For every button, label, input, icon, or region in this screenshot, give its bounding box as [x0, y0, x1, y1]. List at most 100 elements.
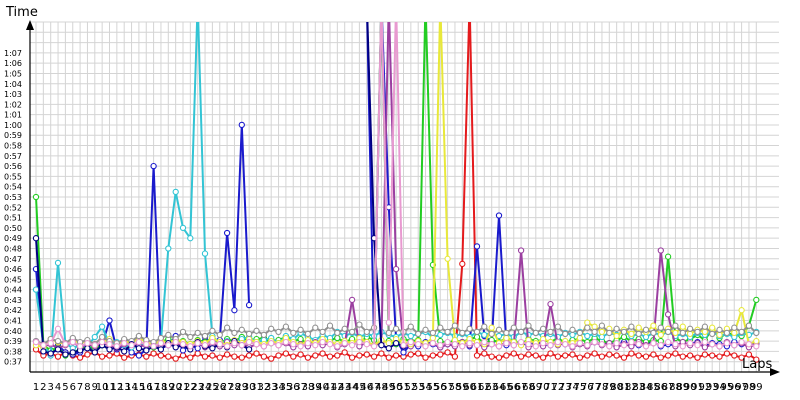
- data-point: [466, 340, 473, 347]
- x-tick-label: 14: [125, 382, 138, 393]
- data-point: [245, 352, 253, 359]
- data-point: [407, 351, 414, 358]
- data-point: [716, 343, 723, 350]
- data-point: [231, 340, 238, 347]
- y-tick-label: 1:00: [4, 121, 22, 130]
- data-point: [304, 340, 312, 347]
- x-tick-label: 89: [676, 382, 689, 393]
- data-point: [745, 341, 753, 348]
- data-point: [135, 352, 143, 359]
- x-tick-label: 38: [302, 382, 315, 393]
- axes: Time Laps: [5, 5, 780, 376]
- data-point: [54, 346, 62, 353]
- data-point: [143, 353, 150, 360]
- x-tick-label: 7: [77, 382, 83, 393]
- data-point: [701, 328, 709, 336]
- data-point: [260, 331, 268, 339]
- y-tick-label: 0:59: [4, 131, 22, 140]
- data-point: [392, 340, 400, 347]
- data-point: [539, 354, 547, 361]
- data-point: [569, 343, 576, 350]
- data-point: [32, 338, 40, 346]
- data-point: [686, 340, 694, 347]
- data-point: [562, 341, 569, 348]
- data-point: [260, 343, 268, 350]
- x-tick-label: 17: [147, 382, 160, 393]
- data-point: [451, 353, 459, 360]
- x-tick-label: 3: [48, 382, 54, 393]
- data-point: [591, 350, 598, 357]
- data-point: [209, 338, 216, 346]
- x-tick-label: 91: [691, 382, 704, 393]
- y-axis-title: Time: [5, 5, 38, 20]
- x-tick-label: 32: [257, 382, 270, 393]
- data-point: [525, 322, 532, 329]
- x-tick-label: 69: [529, 382, 542, 393]
- data-point: [437, 351, 444, 358]
- data-point: [584, 342, 591, 349]
- x-tick-label: 64: [493, 382, 506, 393]
- y-tick-label: 0:38: [4, 347, 22, 356]
- data-point: [334, 352, 341, 359]
- data-point: [657, 247, 664, 254]
- data-point: [84, 340, 91, 347]
- y-tick-label: 1:02: [4, 100, 22, 109]
- data-point: [635, 352, 642, 359]
- data-point: [709, 324, 716, 331]
- data-point: [635, 330, 642, 338]
- data-point: [341, 349, 348, 356]
- x-tick-label: 46: [360, 382, 373, 393]
- data-point: [613, 352, 620, 359]
- x-tick-label: 75: [574, 382, 587, 393]
- data-point: [429, 329, 437, 337]
- x-tick-label: 12: [110, 382, 123, 393]
- x-tick-label: 23: [191, 382, 204, 393]
- x-tick-label: 93: [706, 382, 719, 393]
- data-point: [356, 352, 363, 359]
- data-point: [150, 350, 157, 357]
- x-tick-label: 92: [698, 382, 711, 393]
- data-point: [253, 350, 260, 357]
- y-tick-label: 0:50: [4, 224, 22, 233]
- data-point: [209, 345, 216, 352]
- data-point: [437, 324, 444, 331]
- x-tick-label: 58: [449, 382, 462, 393]
- y-tick-label: 0:58: [4, 142, 22, 151]
- data-point: [84, 345, 91, 352]
- y-tick-label: 0:45: [4, 275, 22, 284]
- x-tick-label: 2: [40, 382, 46, 393]
- data-point: [312, 324, 319, 331]
- data-point: [517, 328, 525, 336]
- data-point: [576, 340, 584, 347]
- x-tick-labels: 1 2 3 4 5 6 7 8 91011121314151617181920212223242…: [33, 382, 763, 393]
- x-tick-label: 85: [647, 382, 660, 393]
- data-point: [613, 340, 620, 347]
- data-point: [738, 338, 745, 346]
- data-point: [245, 330, 253, 338]
- data-point: [517, 247, 525, 254]
- data-point: [598, 333, 606, 341]
- x-tick-label: 78: [596, 382, 609, 393]
- data-point: [415, 341, 422, 348]
- x-tick-label: 84: [640, 382, 653, 393]
- data-point: [701, 323, 709, 330]
- data-point: [569, 326, 576, 333]
- data-point: [238, 121, 245, 129]
- data-point: [238, 354, 245, 361]
- data-point: [54, 325, 62, 332]
- data-point: [547, 350, 554, 357]
- data-point: [694, 328, 701, 336]
- data-point: [245, 301, 253, 309]
- data-point: [98, 333, 106, 341]
- data-point: [157, 340, 165, 347]
- data-point: [297, 351, 304, 358]
- x-tick-label: 80: [610, 382, 623, 393]
- x-tick-label: 11: [103, 382, 116, 393]
- x-tick-label: 87: [662, 382, 675, 393]
- data-point: [473, 352, 481, 359]
- data-point: [495, 354, 503, 361]
- data-point: [356, 321, 363, 328]
- x-tick-label: 97: [735, 382, 748, 393]
